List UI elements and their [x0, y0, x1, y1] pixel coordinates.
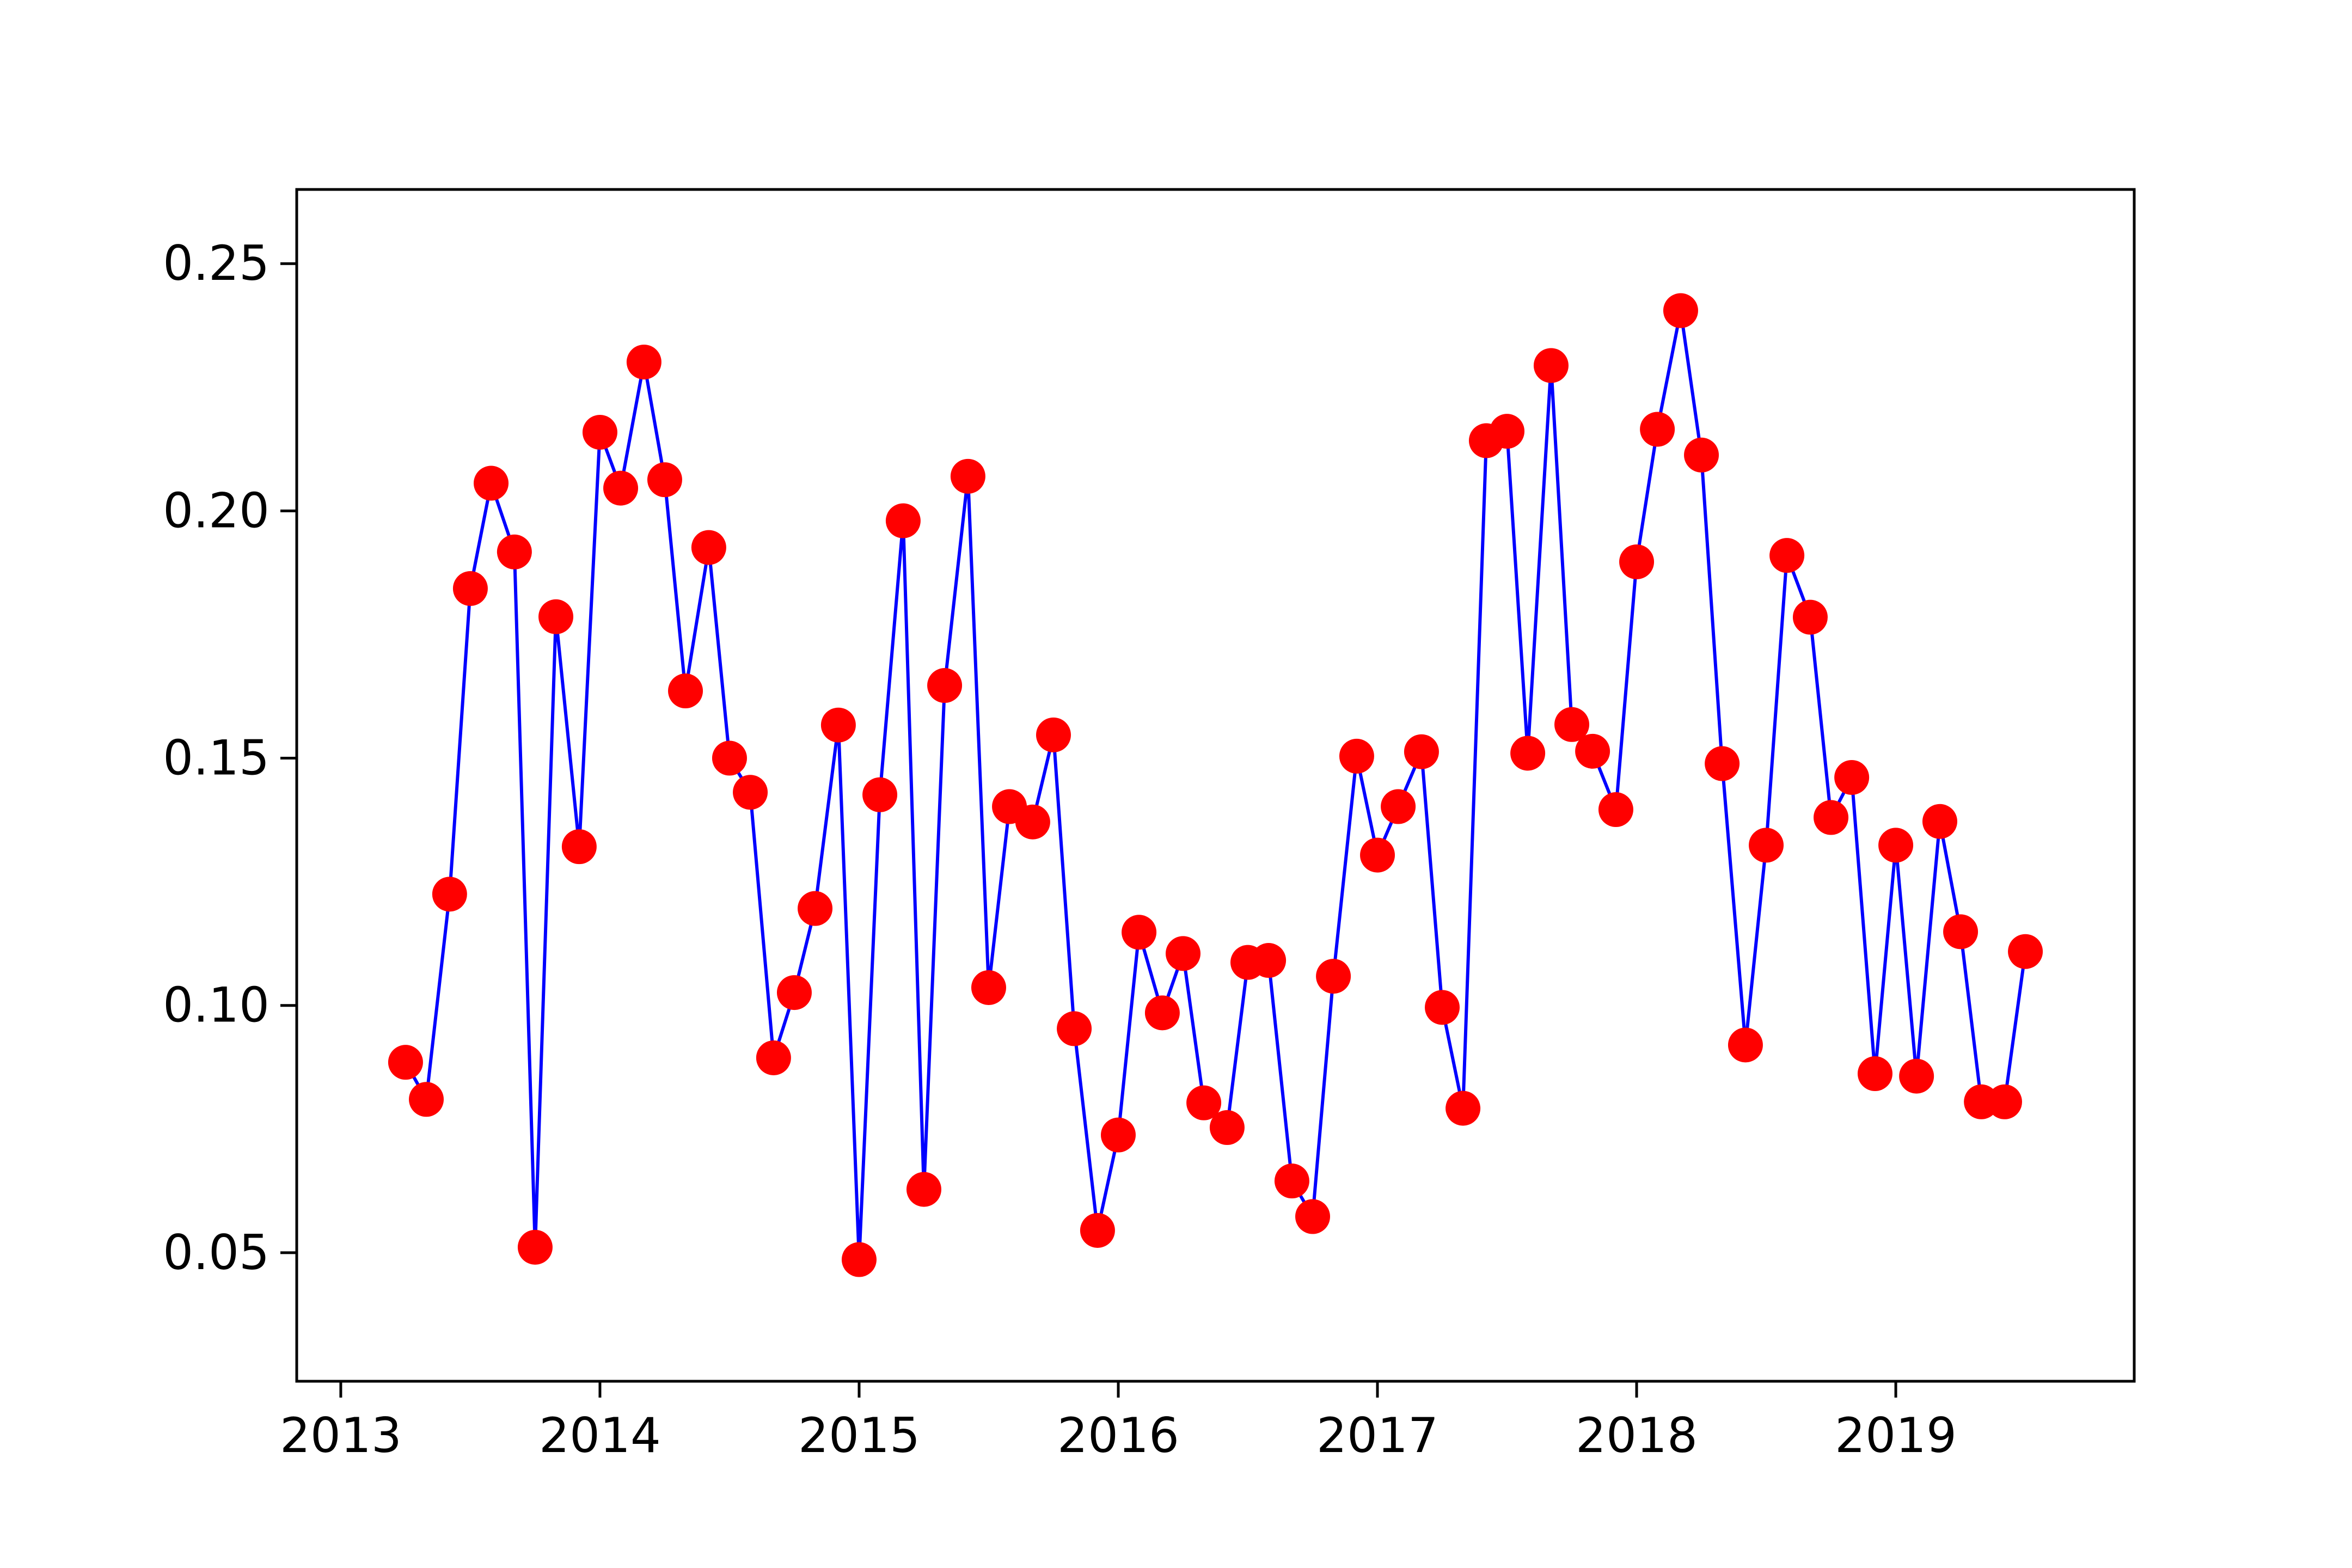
data-point — [1186, 1085, 1222, 1120]
data-point — [1598, 792, 1633, 828]
x-tick-label: 2017 — [1316, 1407, 1438, 1463]
data-point — [1834, 759, 1870, 795]
data-point — [647, 462, 682, 498]
data-point — [691, 530, 726, 565]
data-point — [841, 1242, 877, 1277]
data-point — [668, 673, 703, 709]
series-marker-layer — [388, 293, 2043, 1277]
y-tick-label: 0.25 — [163, 235, 270, 291]
data-point — [538, 599, 574, 634]
data-point — [1251, 943, 1287, 978]
data-point — [1619, 544, 1655, 579]
axes-frame — [295, 188, 2136, 1383]
data-point — [1510, 736, 1546, 771]
data-point — [950, 458, 985, 494]
data-point — [885, 503, 921, 538]
data-point — [1381, 789, 1416, 824]
data-point — [497, 534, 532, 569]
data-point — [1122, 915, 1157, 950]
y-tick-label: 0.10 — [163, 977, 270, 1033]
data-point — [1769, 538, 1805, 573]
data-point — [1144, 995, 1180, 1031]
data-point — [927, 668, 963, 703]
data-point — [388, 1045, 423, 1080]
plot-area — [388, 293, 2043, 1277]
y-tick-label: 0.05 — [163, 1224, 270, 1281]
data-point — [756, 1040, 791, 1075]
data-point — [1209, 1110, 1245, 1146]
data-point — [1857, 1056, 1892, 1092]
data-point — [1100, 1117, 1136, 1153]
data-point — [1922, 804, 1957, 839]
data-point — [862, 777, 898, 812]
data-point — [1490, 414, 1525, 449]
data-point — [1445, 1091, 1481, 1126]
data-point — [1814, 800, 1849, 835]
x-tick-label: 2015 — [798, 1407, 920, 1463]
data-point — [1749, 828, 1784, 863]
y-tick-label: 0.20 — [163, 482, 270, 538]
data-point — [626, 344, 661, 379]
data-point — [582, 414, 617, 450]
data-point — [603, 470, 639, 506]
x-tick-label: 2013 — [280, 1407, 402, 1463]
data-point — [1575, 733, 1610, 769]
data-point — [798, 891, 833, 926]
data-point — [1684, 437, 1719, 473]
data-point — [906, 1172, 941, 1207]
data-point — [1899, 1058, 1934, 1094]
data-point — [971, 970, 1006, 1005]
data-point — [1663, 293, 1698, 328]
data-point — [474, 465, 509, 501]
data-point — [1943, 914, 1979, 950]
data-point — [1316, 959, 1351, 994]
data-point — [1165, 936, 1200, 971]
data-point — [712, 740, 747, 776]
data-point — [1425, 990, 1460, 1025]
x-tick-label: 2016 — [1057, 1407, 1179, 1463]
data-point — [517, 1229, 553, 1265]
data-point — [1533, 348, 1569, 383]
data-point — [1404, 734, 1439, 769]
x-axis: 2013 2014 2015 2016 2017 2018 2019 — [280, 1381, 1957, 1463]
data-point — [1640, 412, 1675, 447]
data-point — [1080, 1212, 1115, 1248]
data-point — [776, 975, 812, 1010]
data-point — [2008, 934, 2043, 969]
data-point — [1295, 1199, 1331, 1234]
data-point — [1339, 738, 1374, 774]
data-point — [1015, 804, 1050, 840]
data-point — [1792, 599, 1828, 635]
x-tick-label: 2018 — [1576, 1407, 1698, 1463]
data-point — [733, 775, 768, 810]
data-point — [561, 829, 597, 865]
data-point — [1987, 1084, 2022, 1119]
data-point — [1057, 1011, 1092, 1046]
data-point — [432, 877, 467, 912]
x-tick-label: 2019 — [1835, 1407, 1957, 1463]
data-point — [1705, 746, 1740, 781]
data-point — [1878, 828, 1914, 863]
data-point — [452, 571, 488, 606]
data-point — [1728, 1027, 1763, 1063]
data-point — [1274, 1163, 1309, 1199]
x-tick-label: 2014 — [539, 1407, 661, 1463]
data-point — [1036, 717, 1071, 752]
data-point — [820, 707, 856, 743]
data-point — [1360, 837, 1395, 873]
y-axis: 0.05 0.10 0.15 0.20 0.25 — [163, 235, 297, 1281]
data-point — [409, 1082, 444, 1117]
data-point — [1554, 707, 1590, 742]
y-tick-label: 0.15 — [163, 730, 270, 786]
